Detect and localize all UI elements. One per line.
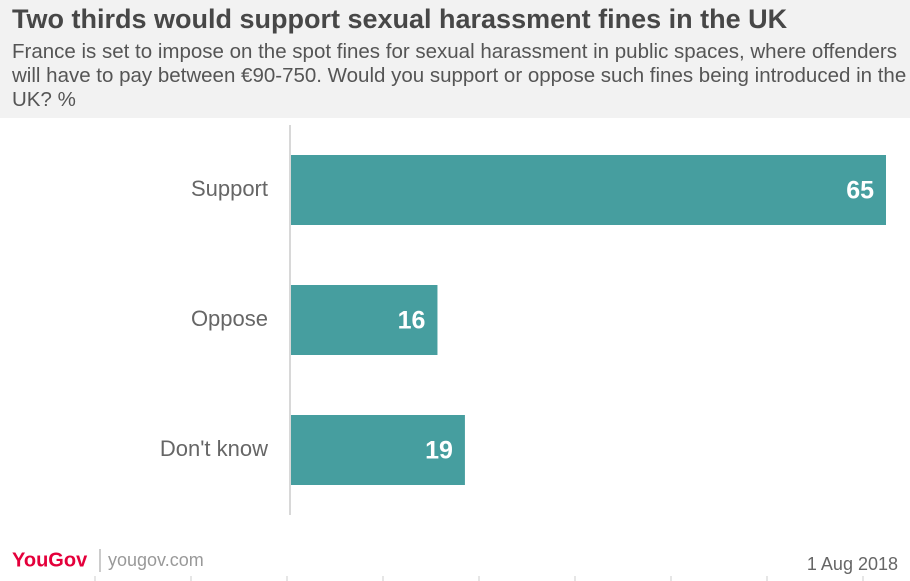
category-label: Support (191, 176, 268, 201)
header: Two thirds would support sexual harassme… (0, 0, 910, 118)
footer-ticks (94, 576, 864, 581)
source: yougov.com (108, 550, 204, 570)
data-label: 16 (398, 307, 426, 335)
bar (291, 415, 465, 485)
chart-subtitle: France is set to impose on the spot fine… (12, 40, 907, 111)
chart-title: Two thirds would support sexual harassme… (12, 4, 788, 34)
date: 1 Aug 2018 (807, 554, 898, 574)
data-label: 65 (846, 177, 874, 205)
category-label: Don't know (160, 436, 268, 461)
data-label: 19 (425, 437, 453, 465)
bar (291, 285, 438, 355)
category-label: Oppose (191, 306, 268, 331)
bar (291, 155, 886, 225)
logo: YouGov (12, 549, 88, 571)
